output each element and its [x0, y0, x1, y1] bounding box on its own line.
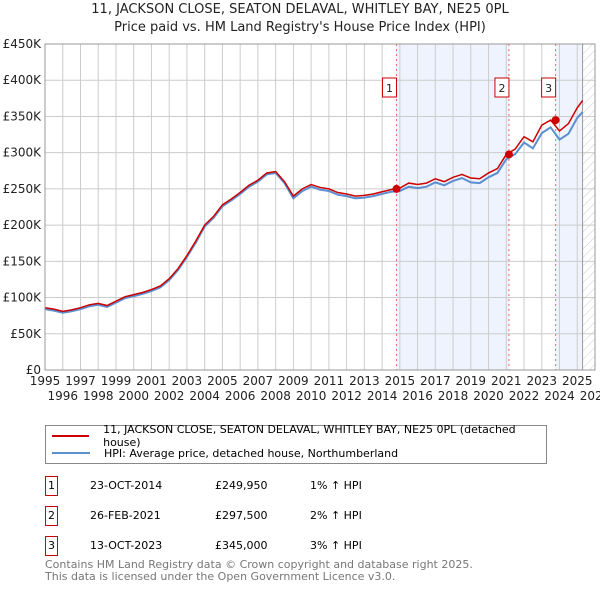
y-tick-label: £200K — [3, 218, 43, 232]
y-tick-label: £100K — [3, 291, 43, 305]
x-tick-label: 2013 — [349, 374, 380, 388]
x-tick-label: 2017 — [420, 374, 451, 388]
x-tick-label: 2009 — [278, 374, 309, 388]
x-tick-label: 2016 — [402, 389, 433, 403]
sale-hpi-diff: 2% ↑ HPI — [310, 509, 362, 522]
x-tick-label: 1999 — [101, 374, 132, 388]
sale-number-badge: 1 — [45, 476, 58, 496]
x-tick-label: 2010 — [296, 389, 327, 403]
chart: £0 £50K £100K £150K £200K £250K £300K £350K £400… — [3, 37, 600, 403]
x-tick-label: 2018 — [438, 389, 469, 403]
sale-badge — [494, 77, 510, 98]
y-tick-label: £0 — [26, 363, 41, 377]
plot-frame — [44, 43, 596, 371]
x-tick-label: 2001 — [136, 374, 167, 388]
footer-line-1: Contains HM Land Registry data © Crown c… — [45, 558, 473, 571]
y-tick-label: £450K — [3, 37, 43, 51]
x-tick-label: 1996 — [47, 389, 78, 403]
x-tick-label: 2004 — [189, 389, 220, 403]
x-tick-label: 2023 — [527, 374, 558, 388]
x-tick-label: 2014 — [367, 389, 398, 403]
x-tick-label: 2024 — [544, 389, 575, 403]
legend-swatch-hpi — [52, 452, 90, 454]
sale-hpi-diff: 1% ↑ HPI — [310, 479, 362, 492]
sale-price: £249,950 — [215, 479, 268, 492]
x-tick-label: 2020 — [473, 389, 504, 403]
y-tick-label: £150K — [3, 254, 43, 268]
x-tick-label: 2007 — [243, 374, 274, 388]
hpi-line — [44, 111, 584, 314]
price-line — [44, 100, 584, 313]
sale-point — [551, 116, 560, 125]
legend-label-hpi: HPI: Average price, detached house, Nort… — [104, 446, 399, 460]
x-tick-label: 1997 — [65, 374, 96, 388]
sale-point — [504, 150, 513, 159]
x-tick-label: 2005 — [207, 374, 238, 388]
x-tick-label: 2003 — [172, 374, 203, 388]
footer-line-2: This data is licensed under the Open Gov… — [45, 570, 396, 583]
x-tick-label: 2026 — [580, 389, 600, 403]
sale-badge-label: 1 — [386, 82, 393, 95]
x-tick-label: 1998 — [83, 389, 114, 403]
x-tick-label: 2002 — [154, 389, 185, 403]
y-tick-label: £50K — [10, 327, 42, 341]
x-tick-label: 2008 — [260, 389, 291, 403]
x-tick-label: 2022 — [509, 389, 540, 403]
sale-date: 23-OCT-2014 — [90, 479, 163, 492]
sale-row: 1 23-OCT-2014 £249,950 1% ↑ HPI — [45, 476, 545, 496]
x-tick-label: 1995 — [30, 374, 61, 388]
footer: Contains HM Land Registry data © Crown c… — [45, 559, 473, 583]
x-tick-label: 2021 — [491, 374, 522, 388]
y-tick-label: £350K — [3, 109, 43, 123]
sale-badge — [381, 77, 397, 98]
forecast-hatch — [582, 44, 595, 370]
sale-number-badge: 3 — [45, 536, 58, 556]
x-tick-label: 2015 — [385, 374, 416, 388]
x-tick-label: 2006 — [225, 389, 256, 403]
sale-row: 2 26-FEB-2021 £297,500 2% ↑ HPI — [45, 506, 545, 526]
sale-row: 3 13-OCT-2023 £345,000 3% ↑ HPI — [45, 536, 545, 556]
y-tick-label: £400K — [3, 73, 43, 87]
legend: 11, JACKSON CLOSE, SEATON DELAVAL, WHITL… — [45, 423, 547, 464]
sale-hpi-diff: 3% ↑ HPI — [310, 539, 362, 552]
x-tick-label: 2025 — [562, 374, 593, 388]
sale-number-badge: 2 — [45, 506, 58, 526]
legend-label-price: 11, JACKSON CLOSE, SEATON DELAVAL, WHITL… — [103, 423, 516, 449]
x-tick-label: 2012 — [331, 389, 362, 403]
sale-point — [392, 184, 401, 193]
y-tick-label: £250K — [3, 182, 43, 196]
sale-badge-label: 2 — [498, 82, 505, 95]
sale-period-shade — [555, 44, 583, 370]
y-tick-label: £300K — [3, 146, 43, 160]
legend-swatch-price — [52, 435, 90, 437]
sale-badge-label: 3 — [545, 82, 552, 95]
chart-subtitle: Price paid vs. HM Land Registry's House … — [114, 20, 486, 35]
x-tick-label: 2019 — [456, 374, 487, 388]
x-tick-label: 2011 — [314, 374, 345, 388]
sale-price: £345,000 — [215, 539, 268, 552]
sale-badge — [541, 77, 557, 98]
chart-title: 11, JACKSON CLOSE, SEATON DELAVAL, WHITL… — [91, 2, 509, 17]
sale-date: 13-OCT-2023 — [90, 539, 163, 552]
sale-date: 26-FEB-2021 — [90, 509, 161, 522]
x-tick-label: 2000 — [118, 389, 149, 403]
sale-price: £297,500 — [215, 509, 268, 522]
